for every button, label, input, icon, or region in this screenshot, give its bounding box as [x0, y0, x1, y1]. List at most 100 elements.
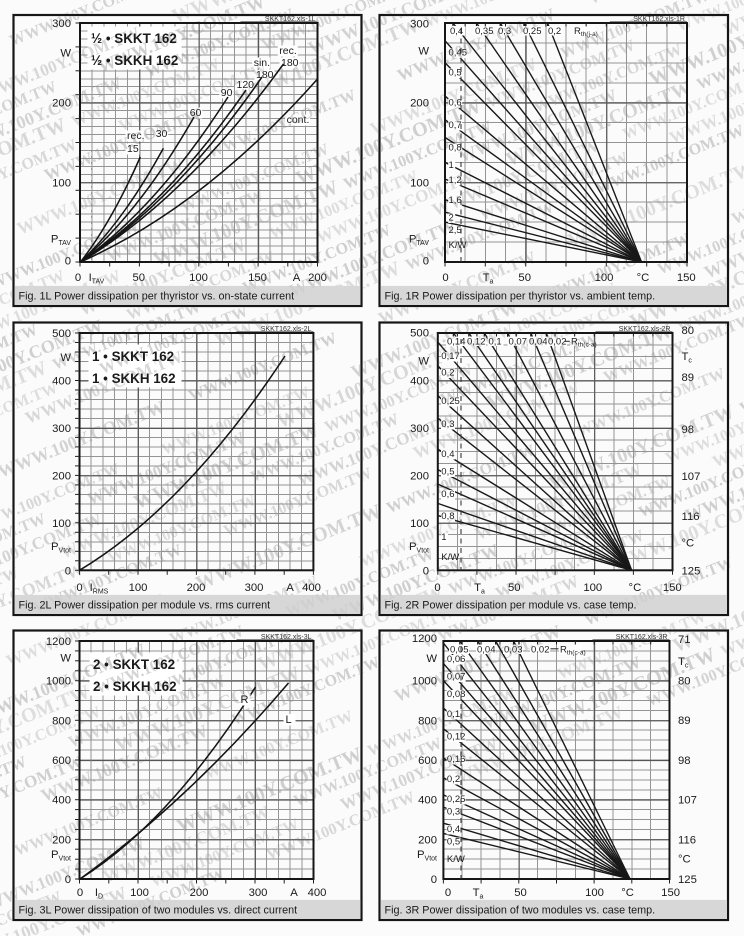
svg-text:0: 0 [65, 874, 71, 886]
svg-text:Tc: Tc [682, 351, 693, 365]
svg-text:71: 71 [678, 634, 691, 646]
svg-text:300: 300 [52, 18, 71, 30]
svg-text:0,8: 0,8 [441, 511, 454, 522]
svg-text:0,16: 0,16 [447, 754, 466, 765]
svg-text:0,3: 0,3 [498, 26, 511, 37]
svg-text:0: 0 [431, 874, 437, 886]
svg-text:150: 150 [248, 272, 267, 284]
svg-text:300: 300 [410, 423, 429, 435]
svg-text:Ta: Ta [483, 272, 494, 286]
svg-text:SKKT162.xls-2R: SKKT162.xls-2R [619, 326, 671, 333]
svg-text:0,4: 0,4 [447, 824, 460, 835]
svg-text:0,04: 0,04 [477, 645, 496, 656]
svg-text:0,4: 0,4 [450, 26, 463, 37]
svg-text:0: 0 [434, 582, 440, 594]
svg-text:0,06: 0,06 [447, 654, 466, 665]
svg-text:500: 500 [52, 328, 71, 340]
svg-text:800: 800 [418, 715, 437, 727]
svg-text:0,05: 0,05 [450, 645, 469, 656]
svg-text:200: 200 [410, 470, 429, 482]
svg-text:0,25: 0,25 [523, 26, 542, 37]
svg-text:200: 200 [410, 98, 429, 110]
svg-text:A: A [286, 582, 294, 594]
svg-text:ID: ID [95, 887, 103, 901]
svg-text:Tc: Tc [678, 656, 689, 670]
svg-text:sin.: sin. [254, 57, 270, 69]
svg-text:0,5: 0,5 [449, 68, 462, 79]
svg-text:400: 400 [410, 376, 429, 388]
svg-text:0,07: 0,07 [447, 672, 466, 683]
svg-text:0,1: 0,1 [447, 709, 460, 720]
svg-text:800: 800 [52, 715, 71, 727]
svg-text:0,08: 0,08 [447, 689, 466, 700]
svg-text:0,02: 0,02 [531, 645, 550, 656]
svg-text:116: 116 [682, 511, 700, 523]
svg-text:0,2: 0,2 [447, 774, 460, 785]
svg-text:180: 180 [281, 57, 299, 69]
svg-text:120: 120 [237, 79, 255, 91]
svg-text:300: 300 [245, 582, 264, 594]
svg-text:L: L [286, 714, 292, 726]
svg-text:0,14: 0,14 [447, 337, 466, 348]
svg-text:125: 125 [678, 874, 697, 886]
svg-text:400: 400 [418, 795, 437, 807]
svg-text:200: 200 [187, 582, 206, 594]
svg-text:0,03: 0,03 [504, 645, 523, 656]
svg-text:½ • SKKH 162: ½ • SKKH 162 [91, 53, 178, 68]
svg-text:Fig. 1R Power dissipation per: Fig. 1R Power dissipation per thyristor … [385, 291, 656, 303]
svg-text:100: 100 [189, 272, 208, 284]
svg-text:100: 100 [583, 582, 602, 594]
svg-text:°C: °C [637, 272, 650, 284]
svg-text:0,3: 0,3 [447, 807, 460, 818]
svg-text:°C: °C [621, 887, 634, 899]
svg-text:0,6: 0,6 [441, 489, 454, 500]
svg-text:0: 0 [65, 256, 71, 268]
svg-text:15: 15 [127, 143, 139, 155]
svg-text:50: 50 [514, 887, 527, 899]
svg-text:W: W [60, 48, 71, 60]
svg-text:W: W [418, 356, 429, 368]
svg-text:SKKT162.xls-3R: SKKT162.xls-3R [616, 634, 668, 641]
svg-text:98: 98 [678, 755, 691, 767]
svg-text:0,8: 0,8 [449, 143, 462, 154]
svg-text:200: 200 [52, 98, 71, 110]
svg-text:400: 400 [302, 582, 321, 594]
svg-text:2 • SKKT 162: 2 • SKKT 162 [93, 657, 175, 672]
svg-text:Ta: Ta [473, 887, 484, 901]
svg-text:0,2: 0,2 [548, 26, 561, 37]
svg-text:500: 500 [410, 328, 429, 340]
svg-text:0: 0 [76, 582, 82, 594]
svg-text:125: 125 [682, 566, 701, 578]
svg-text:Fig. 2L Power dissipation per: Fig. 2L Power dissipation per module vs.… [19, 600, 271, 612]
svg-text:0: 0 [423, 566, 429, 578]
svg-text:0,7: 0,7 [449, 120, 462, 131]
svg-text:107: 107 [678, 795, 697, 807]
svg-text:Fig. 2R Power dissipation per: Fig. 2R Power dissipation per module vs.… [385, 600, 637, 612]
svg-text:0,2: 0,2 [441, 368, 454, 379]
svg-text:1200: 1200 [46, 636, 71, 648]
svg-text:1: 1 [449, 160, 454, 171]
svg-text:1 • SKKH 162: 1 • SKKH 162 [92, 371, 176, 386]
svg-text:300: 300 [410, 19, 429, 31]
svg-text:1200: 1200 [412, 633, 437, 645]
svg-text:180: 180 [256, 69, 274, 81]
svg-text:rec.: rec. [127, 130, 145, 142]
svg-text:K/W: K/W [441, 552, 459, 563]
svg-text:0,5: 0,5 [447, 837, 460, 848]
svg-text:0,3: 0,3 [441, 419, 454, 430]
svg-text:100: 100 [130, 887, 149, 899]
svg-text:0,35: 0,35 [475, 26, 494, 37]
svg-text:0: 0 [65, 566, 71, 578]
svg-text:W: W [60, 352, 71, 364]
svg-text:2: 2 [449, 213, 454, 224]
svg-text:SKKT162.xls-2L: SKKT162.xls-2L [261, 326, 312, 333]
svg-text:Fig. 3L Power dissipation of t: Fig. 3L Power dissipation of two modules… [19, 905, 298, 917]
svg-text:90: 90 [221, 87, 233, 99]
svg-text:Fig. 1L Power dissipation per: Fig. 1L Power dissipation per thyristor … [19, 291, 295, 303]
svg-text:1,2: 1,2 [449, 175, 462, 186]
svg-text:SKKT162.xls-3L: SKKT162.xls-3L [261, 634, 312, 641]
svg-text:100: 100 [410, 518, 429, 530]
svg-text:cont.: cont. [287, 114, 310, 126]
svg-text:300: 300 [249, 887, 268, 899]
svg-text:400: 400 [52, 795, 71, 807]
